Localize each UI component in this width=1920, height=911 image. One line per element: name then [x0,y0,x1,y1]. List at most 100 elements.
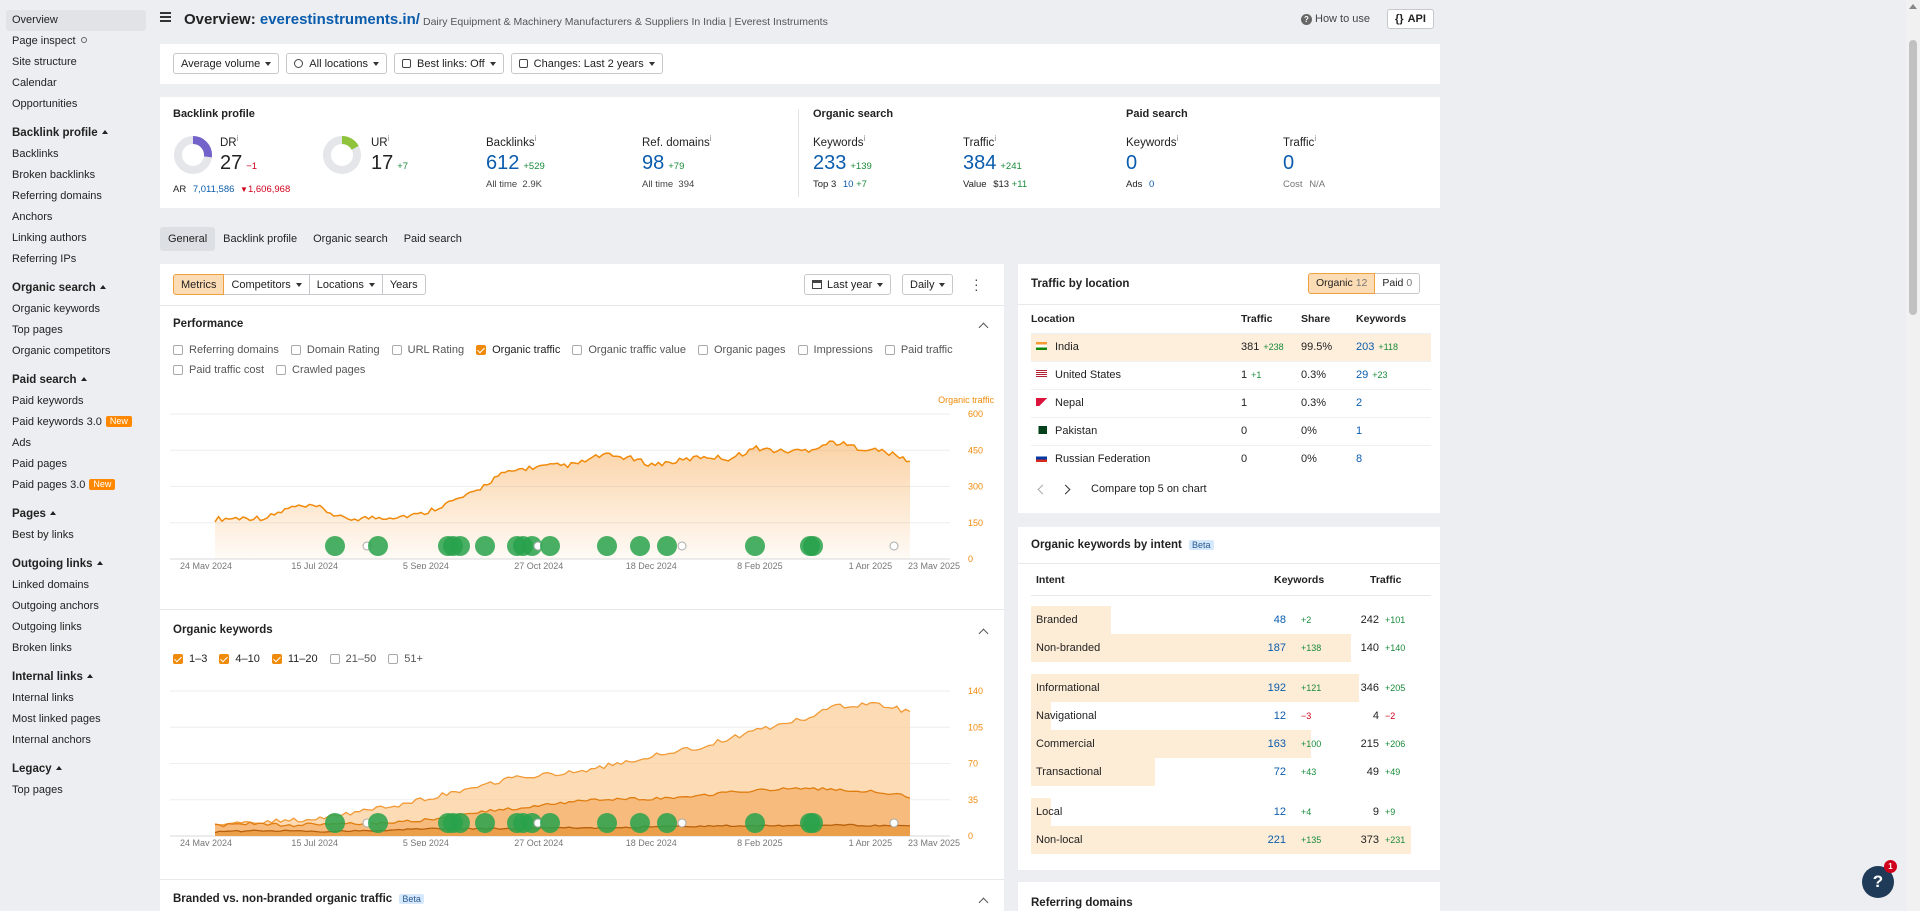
intent-keywords-link[interactable]: 48 [1273,614,1286,626]
annotation-marker[interactable] [630,536,650,556]
granularity-dropdown[interactable]: Daily [902,274,954,295]
page-scrollbar[interactable] [1906,0,1920,911]
paid-toggle[interactable]: Paid 0 [1375,273,1421,294]
chevron-right-icon[interactable] [1060,484,1071,494]
sidebar-section-organic-search[interactable]: Organic search [6,278,158,299]
annotation-marker[interactable] [475,813,495,833]
sidebar-item-paid-pages[interactable]: Paid pages [6,454,158,475]
annotation-marker[interactable] [889,818,899,828]
how-to-use-link[interactable]: ? How to use [1301,13,1370,25]
col-traffic[interactable]: Traffic [1370,574,1402,586]
annotation-marker[interactable] [325,813,345,833]
annotation-marker[interactable] [368,813,388,833]
keywords-link[interactable]: 8 [1356,453,1363,466]
sidebar-item-referring-ips[interactable]: Referring IPs [6,249,158,270]
sidebar-item-page-inspect[interactable]: Page inspect [6,31,158,52]
sidebar-item-calendar[interactable]: Calendar [6,73,158,94]
sidebar-item-linked-domains[interactable]: Linked domains [6,575,158,596]
paid-traffic-value[interactable]: 0 [1283,151,1295,174]
checkbox-21-50[interactable]: 21–50 [329,653,376,665]
more-options-icon[interactable]: · · · [974,271,979,297]
sidebar-item-top-pages[interactable]: Top pages [6,780,158,801]
sidebar-item-organic-competitors[interactable]: Organic competitors [6,341,158,362]
intent-row[interactable]: Transactional 72 +43 49 +49 [1031,758,1431,786]
menu-icon[interactable] [160,12,171,22]
checkbox-box[interactable] [884,345,895,355]
location-row[interactable]: Pakistan 0 0% 1 [1031,417,1431,445]
ref-domains-value[interactable]: 98 [642,151,665,174]
organic-traffic-line[interactable] [214,440,911,523]
annotation-marker[interactable] [522,813,542,833]
domain-link[interactable]: everestinstruments.in/ [259,11,420,28]
checkbox-referring-domains[interactable]: Referring domains [173,344,279,356]
sidebar-item-internal-anchors[interactable]: Internal anchors [6,730,158,751]
checkbox-box[interactable] [276,365,286,375]
intent-keywords-link[interactable]: 12 [1273,710,1286,722]
organic-toggle[interactable]: Organic 12 [1308,273,1376,294]
annotation-marker[interactable] [745,813,765,833]
annotation-marker[interactable] [325,536,345,556]
filter-changes-last-2-years[interactable]: Changes: Last 2 years [510,53,663,74]
checkbox-box[interactable] [271,654,282,664]
compare-top5-link[interactable]: Compare top 5 on chart [1091,483,1207,495]
checkbox-paid-traffic[interactable]: Paid traffic [884,344,953,356]
col-intent[interactable]: Intent [1036,574,1065,586]
sidebar-item-outgoing-links[interactable]: Outgoing links [6,617,158,638]
collapse-organic-keywords-icon[interactable] [978,628,989,639]
api-button[interactable]: {} API [1387,9,1434,29]
annotation-marker[interactable] [677,541,687,551]
keywords-link[interactable]: 1 [1356,425,1363,437]
tab-organic-search[interactable]: Organic search [313,233,388,245]
segment-competitors[interactable]: Competitors [224,274,310,295]
sidebar-section-paid-search[interactable]: Paid search [6,370,158,391]
location-row[interactable]: Nepal 1 0.3% 2 [1031,389,1431,417]
annotation-marker[interactable] [657,536,677,556]
annotation-marker[interactable] [745,536,765,556]
top3-value[interactable]: 10 [842,178,854,190]
sidebar-item-outgoing-anchors[interactable]: Outgoing anchors [6,596,158,617]
sidebar-item-broken-backlinks[interactable]: Broken backlinks [6,165,158,186]
annotation-marker[interactable] [630,813,650,833]
sidebar-item-broken-links[interactable]: Broken links [6,638,158,659]
intent-row[interactable]: Non-local 221 +135 373 +231 [1031,826,1431,854]
intent-row[interactable]: Informational 192 +121 346 +205 [1031,674,1431,702]
org-traffic-value[interactable]: 384 [963,151,997,174]
col-traffic[interactable]: Traffic [1241,312,1273,325]
sidebar-item-paid-keywords-3-0[interactable]: Paid keywords 3.0 New [6,412,158,433]
annotation-marker[interactable] [475,536,495,556]
checkbox-organic-traffic-value[interactable]: Organic traffic value [572,344,686,356]
collapse-performance-icon[interactable] [978,322,989,333]
tab-backlink-profile[interactable]: Backlink profile [223,233,298,245]
filter-all-locations[interactable]: All locations [286,53,387,74]
segment-metrics[interactable]: Metrics [173,274,225,295]
annotation-marker[interactable] [450,536,470,556]
annotation-marker[interactable] [677,818,687,828]
org-keywords-value[interactable]: 233 [813,151,847,174]
annotation-marker[interactable] [803,813,823,833]
sidebar-item-backlinks[interactable]: Backlinks [6,144,158,165]
annotation-marker[interactable] [522,536,542,556]
location-row[interactable]: United States 1 +1 0.3% 29 +23 [1031,361,1431,389]
annotation-marker[interactable] [597,536,617,556]
checkbox-1-3[interactable]: 1–3 [173,653,207,665]
segment-locations[interactable]: Locations [309,274,383,295]
intent-keywords-link[interactable]: 12 [1273,806,1286,818]
checkbox-box[interactable] [391,345,402,355]
sidebar-item-internal-links[interactable]: Internal links [6,688,158,709]
sidebar-item-anchors[interactable]: Anchors [6,207,158,228]
checkbox-box[interactable] [698,345,708,355]
tab-paid-search[interactable]: Paid search [403,233,462,245]
col-location[interactable]: Location [1031,312,1075,325]
checkbox-11-20[interactable]: 11–20 [271,653,318,665]
collapse-branded-icon[interactable] [978,897,989,908]
checkbox-box[interactable] [173,654,183,664]
intent-keywords-link[interactable]: 221 [1267,834,1286,846]
segment-years[interactable]: Years [382,274,426,295]
sidebar-section-backlink-profile[interactable]: Backlink profile [6,123,158,144]
checkbox-paid-traffic-cost[interactable]: Paid traffic cost [173,364,264,376]
annotation-marker[interactable] [803,536,823,556]
sidebar-item-overview[interactable]: Overview [6,10,146,31]
col-share[interactable]: Share [1301,312,1331,325]
backlinks-value[interactable]: 612 [486,151,520,174]
help-chat-button[interactable]: ? 1 [1862,860,1897,898]
